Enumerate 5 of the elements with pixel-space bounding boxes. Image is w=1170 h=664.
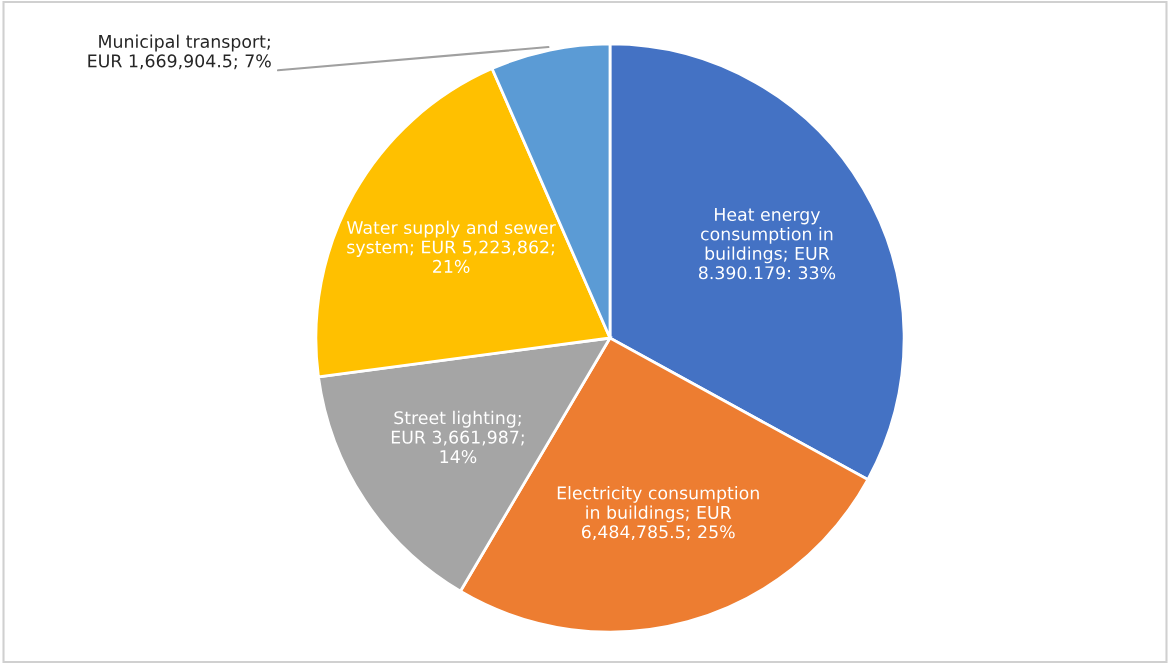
slice-label: Heat energy consumption in buildings; EUR 8.390.179: 33%: [698, 208, 836, 280]
slice-label: Electricity consumption in buildings; EUR 6,484,785.5; 25%: [557, 486, 759, 541]
slice-label: Municipal transport; EUR 1,669,904.5; 7%: [88, 34, 271, 70]
slice-label: Water supply and sewer system; EUR 5,223,862; 21%: [346, 220, 556, 273]
slice-label: Street lighting; EUR 3,661,987; 14%: [391, 410, 524, 464]
